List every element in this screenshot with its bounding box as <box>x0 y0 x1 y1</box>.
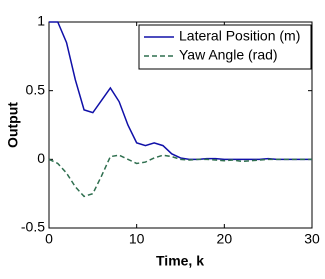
x-tick-label: 10 <box>129 231 145 247</box>
y-axis-label: Output <box>5 102 21 148</box>
legend-box <box>138 24 312 70</box>
x-tick-label: 20 <box>217 231 233 247</box>
series-line <box>48 154 312 198</box>
legend-label: Yaw Angle (rad) <box>179 47 278 63</box>
y-tick-label: -0.5 <box>21 219 45 235</box>
y-tick-label: 0 <box>37 150 45 166</box>
x-axis-label: Time, k <box>156 253 204 269</box>
x-tick-label: 0 <box>45 231 53 247</box>
legend-label: Lateral Position (m) <box>179 28 300 44</box>
y-tick-label: 0.5 <box>26 81 46 97</box>
x-tick-label: 30 <box>304 231 320 247</box>
y-tick-label: 1 <box>37 13 45 29</box>
